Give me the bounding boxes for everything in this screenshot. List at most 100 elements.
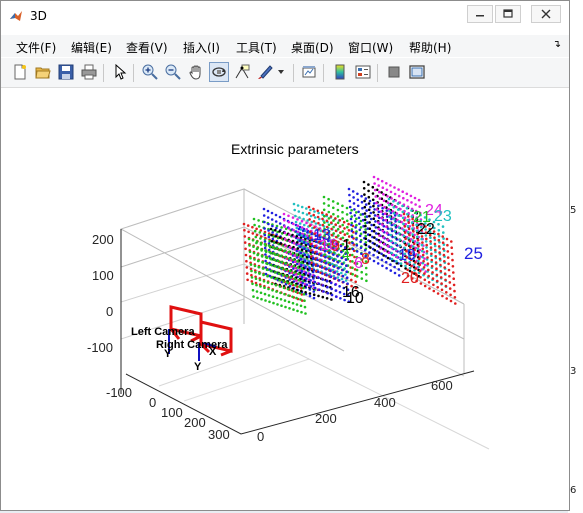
board-point: [254, 235, 258, 239]
menu-file[interactable]: 文件(F): [16, 41, 57, 55]
data-cursor-icon[interactable]: [232, 62, 252, 82]
menu-tools[interactable]: 工具(T): [236, 41, 277, 55]
board-point: [340, 256, 344, 260]
zoom-in-icon[interactable]: [140, 62, 160, 82]
menu-help[interactable]: 帮助(H): [409, 41, 452, 55]
board-point: [382, 192, 385, 196]
board-point: [388, 257, 392, 260]
board-point: [296, 269, 299, 272]
board-point: [353, 208, 356, 211]
board-point: [405, 256, 409, 259]
board-point: [332, 225, 335, 229]
3d-axes[interactable]: 200 100 0 -100 -100 0 100 200 300 0 200 …: [9, 89, 561, 507]
board-point: [249, 263, 253, 266]
board-point: [344, 252, 347, 255]
menu-insert[interactable]: 插入(I): [183, 41, 220, 55]
brush-icon[interactable]: [255, 62, 275, 82]
board-point: [357, 210, 360, 214]
board-point: [393, 271, 397, 275]
board-point: [270, 282, 274, 286]
board-point: [361, 206, 364, 210]
board-point: [265, 268, 269, 272]
board-point: [439, 263, 442, 267]
save-icon[interactable]: [56, 62, 76, 82]
board-point: [350, 223, 353, 227]
board-point: [403, 216, 407, 219]
board-point: [400, 220, 403, 224]
board-point: [327, 217, 331, 220]
brush-dropdown-icon[interactable]: [275, 62, 287, 82]
board-point: [342, 292, 346, 296]
board-point: [410, 264, 413, 268]
board-point: [393, 192, 397, 196]
board-point: [427, 268, 430, 272]
board-point: [328, 263, 332, 267]
board-point: [339, 297, 342, 300]
board-point: [343, 298, 346, 302]
title-bar[interactable]: 3D: [1, 1, 569, 32]
board-point: [292, 202, 296, 206]
board-point: [332, 251, 336, 254]
select-arrow-icon[interactable]: [110, 62, 130, 82]
board-number-label: 1: [342, 237, 351, 254]
board-point: [334, 217, 337, 220]
board-point: [312, 268, 316, 272]
board-point: [332, 206, 335, 210]
menu-edit[interactable]: 编辑(E): [71, 41, 112, 55]
rotate-3d-icon[interactable]: [209, 62, 229, 82]
board-point: [299, 298, 302, 301]
board-point: [420, 235, 424, 238]
insert-colorbar-icon[interactable]: [330, 62, 350, 82]
board-point: [300, 248, 304, 251]
board-point: [260, 248, 263, 251]
new-figure-icon[interactable]: [10, 62, 30, 82]
board-point: [329, 275, 333, 279]
menu-overflow-icon[interactable]: ↴: [552, 39, 561, 50]
board-point: [394, 220, 397, 223]
figure-canvas[interactable]: Extrinsic parameters 200 100 0: [9, 89, 561, 507]
board-point: [424, 228, 427, 231]
print-icon[interactable]: [79, 62, 99, 82]
board-point: [292, 267, 295, 270]
board-point: [273, 247, 277, 250]
board-point: [293, 260, 297, 263]
board-point: [305, 207, 308, 210]
hide-plot-tools-icon[interactable]: [384, 62, 404, 82]
board-point: [389, 269, 393, 272]
board-point: [436, 292, 440, 295]
menu-desktop[interactable]: 桌面(D): [291, 41, 334, 55]
menu-view[interactable]: 查看(V): [126, 41, 168, 55]
zoom-out-icon[interactable]: [163, 62, 183, 82]
maximize-button[interactable]: [495, 5, 521, 23]
board-point: [256, 246, 259, 250]
board-point: [247, 237, 251, 241]
board-point: [384, 200, 388, 203]
show-plot-tools-icon[interactable]: [407, 62, 427, 82]
board-point: [356, 198, 360, 202]
board-number-label: 20: [401, 270, 419, 287]
board-point: [295, 234, 299, 238]
board-point: [444, 284, 448, 288]
board-point: [242, 222, 246, 226]
board-point: [393, 265, 396, 269]
background-label: 5: [570, 205, 577, 216]
minimize-button[interactable]: [467, 5, 493, 23]
insert-legend-icon[interactable]: [353, 62, 373, 82]
board-point: [376, 262, 380, 265]
board-point: [284, 255, 287, 259]
board-point: [375, 188, 379, 192]
board-point: [274, 235, 278, 238]
pan-hand-icon[interactable]: [186, 62, 206, 82]
link-plot-icon[interactable]: [299, 62, 319, 82]
board-point: [417, 198, 421, 202]
board-point: [276, 230, 279, 234]
menu-window[interactable]: 窗口(W): [348, 41, 394, 55]
open-file-icon[interactable]: [33, 62, 53, 82]
board-point: [413, 254, 417, 258]
board-point: [412, 245, 415, 248]
toolbar-separator: [133, 64, 134, 82]
close-button[interactable]: [531, 5, 561, 23]
board-point: [386, 221, 389, 224]
board-point: [446, 256, 450, 259]
board-point: [308, 273, 312, 276]
